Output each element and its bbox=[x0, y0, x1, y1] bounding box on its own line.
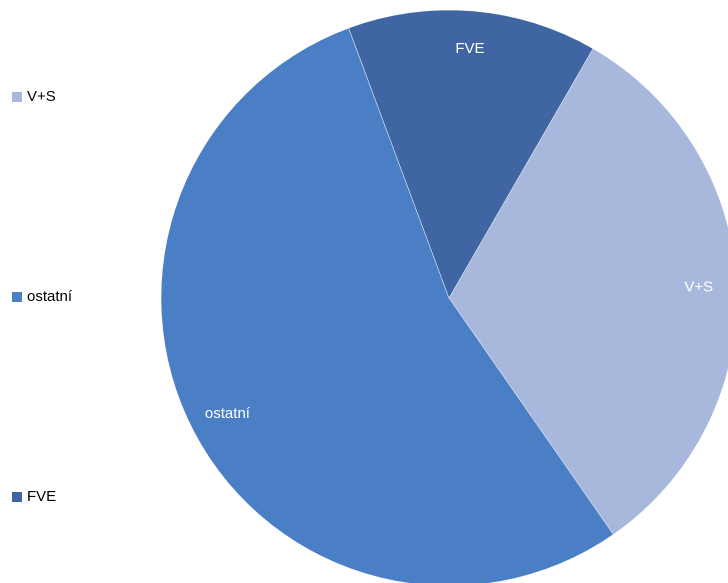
slice-label: FVE bbox=[455, 40, 484, 57]
slice-label: V+S bbox=[684, 278, 713, 295]
legend-swatch bbox=[12, 292, 22, 302]
pie-slice bbox=[448, 48, 728, 535]
legend-label: FVE bbox=[27, 488, 56, 505]
slice-label: ostatní bbox=[205, 405, 251, 422]
legend-label: V+S bbox=[27, 88, 56, 105]
pie-slice bbox=[348, 9, 594, 299]
legend-swatch bbox=[12, 492, 22, 502]
legend-swatch bbox=[12, 92, 22, 102]
pie-slice bbox=[160, 27, 614, 583]
legend-label: ostatní bbox=[27, 288, 73, 305]
